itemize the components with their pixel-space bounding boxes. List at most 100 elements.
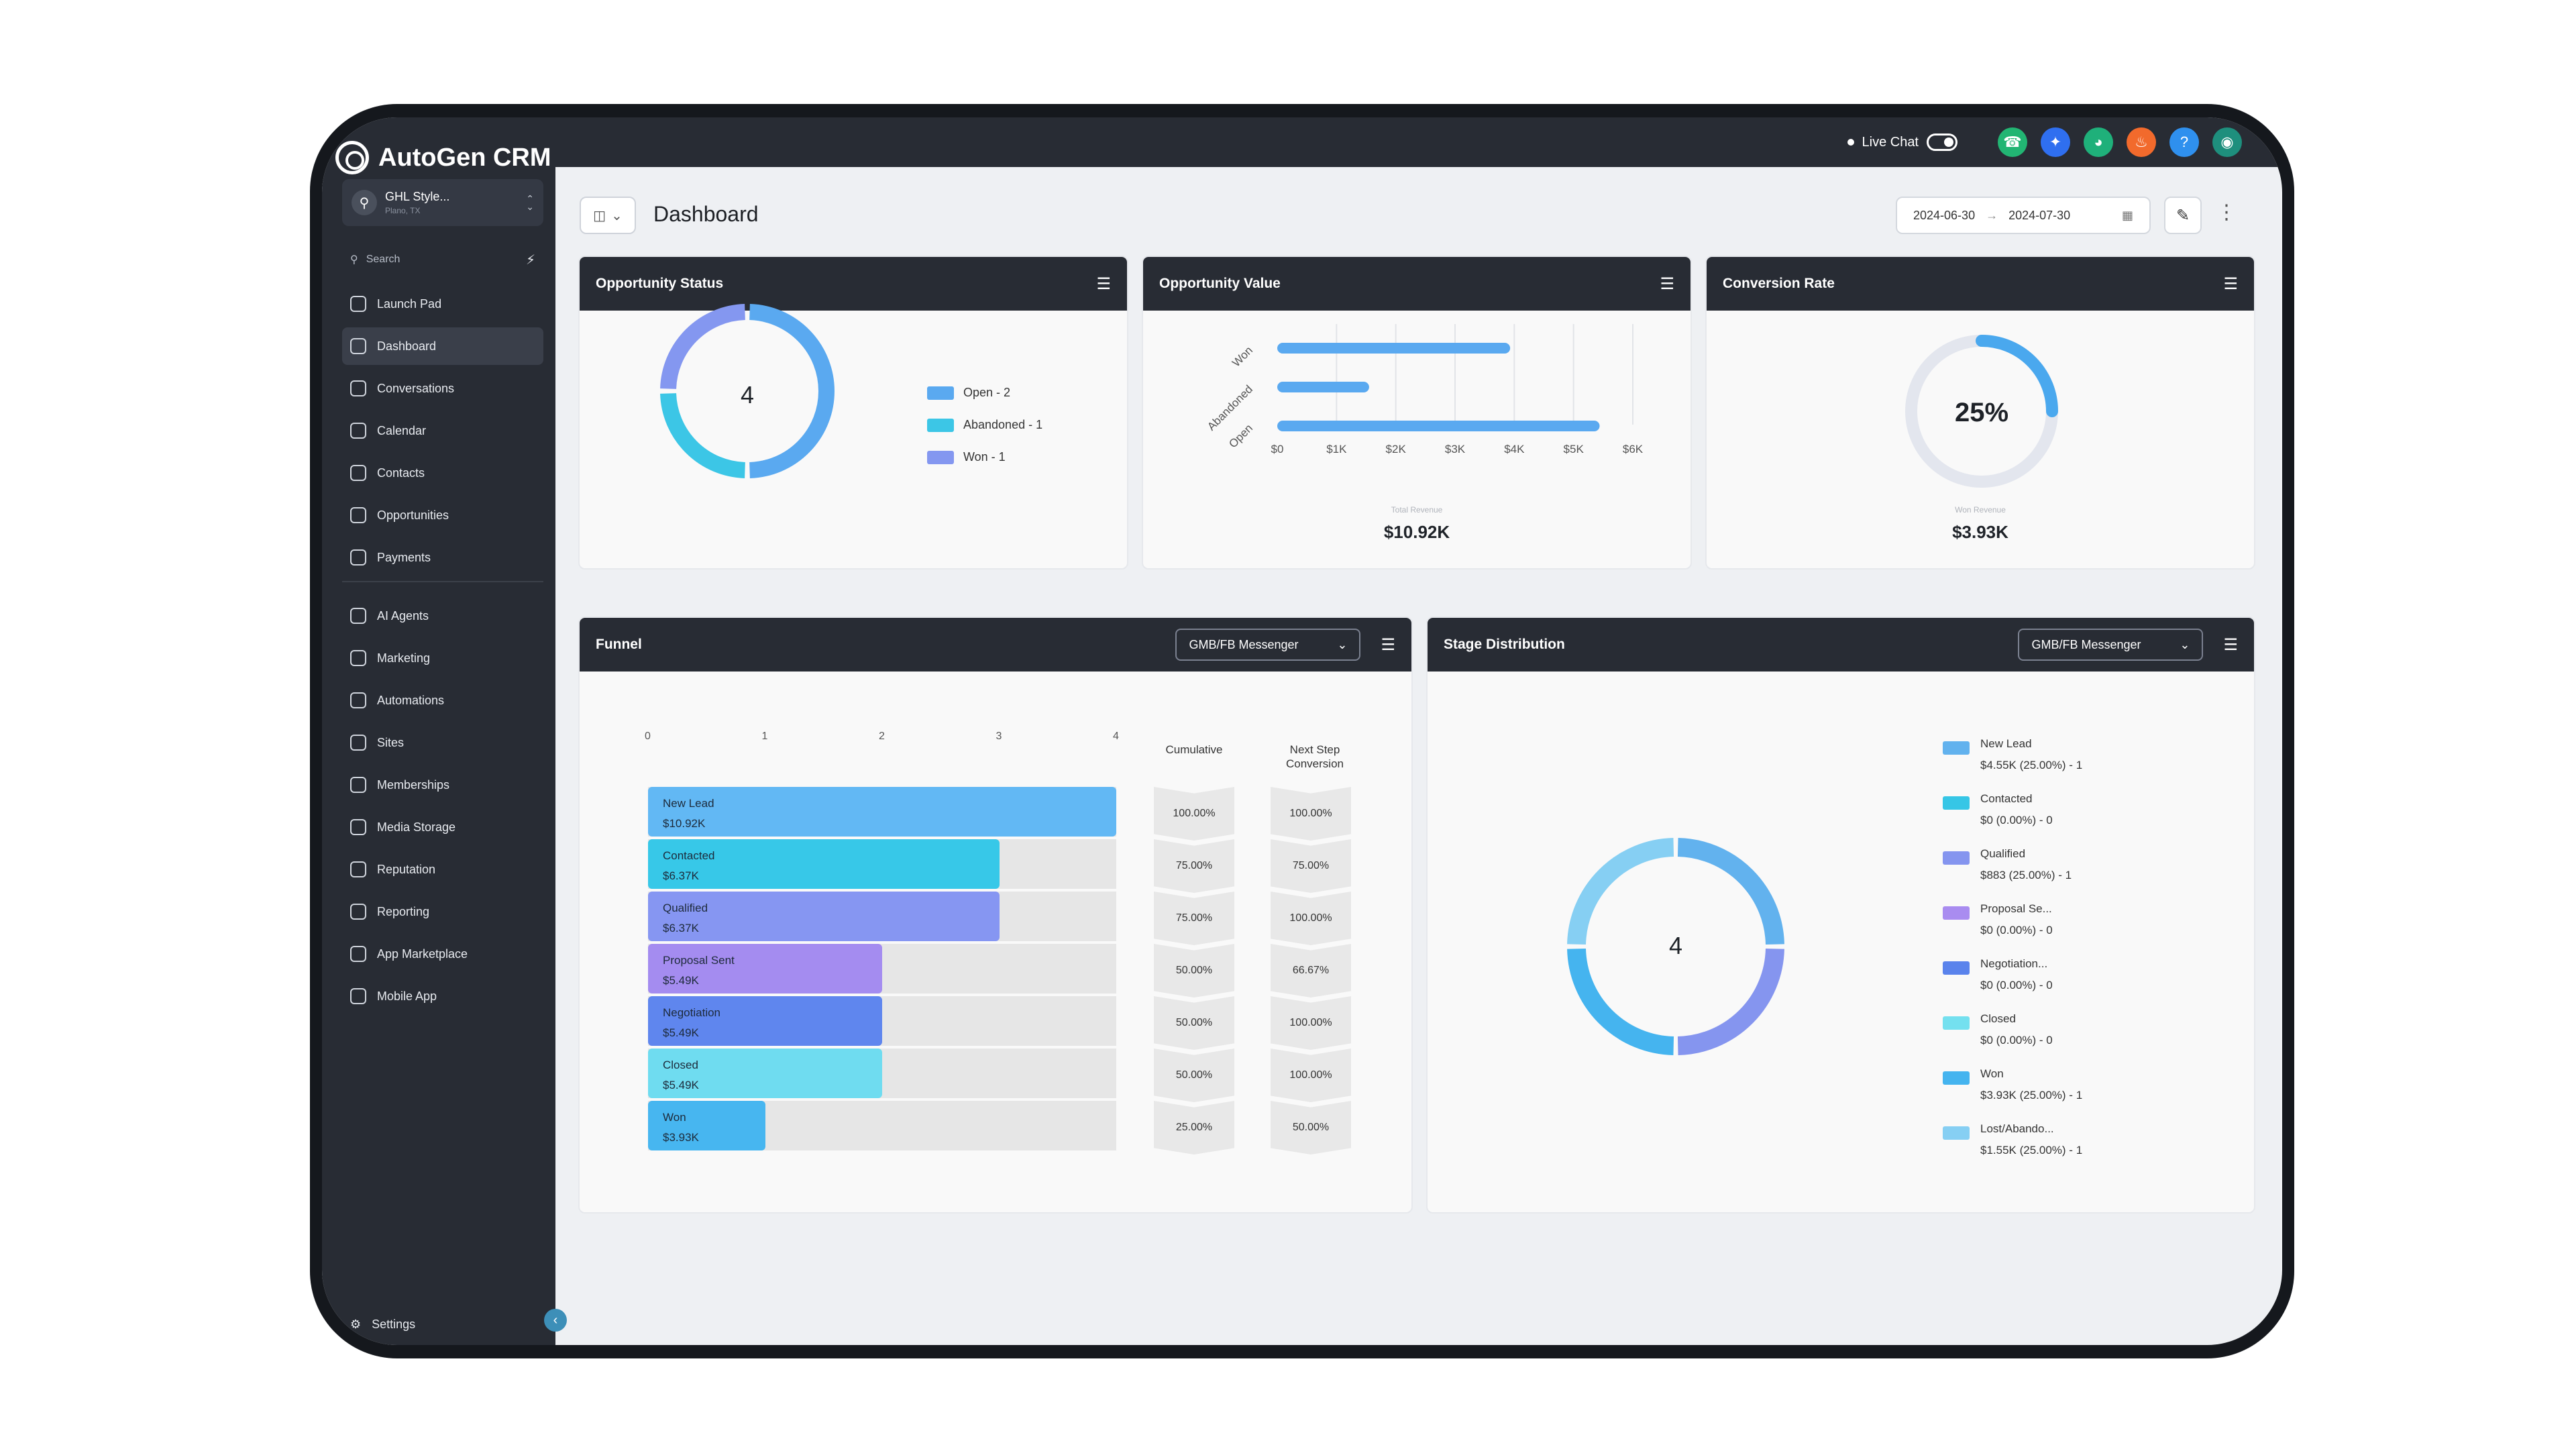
sidebar-item-label: Reporting [377,904,430,918]
status-dot [1847,139,1854,146]
stage-distribution-card: Stage Distribution GMB/FB Messenger ⌄ ☰ … [1426,616,2255,1214]
legend-stage-detail: $0 (0.00%) - 0 [1980,814,2053,826]
bar-abandoned[interactable] [1277,382,1369,392]
legend-item-negotiation[interactable]: Negotiation... $0 (0.00%) - 0 [1943,953,2053,996]
legend-stage-name: Proposal Se... [1980,902,2052,915]
live-chat-toggle[interactable]: Live Chat [1847,133,1957,151]
funnel-bar-closed[interactable]: Closed $5.49K [648,1049,882,1098]
legend-item-proposal-se[interactable]: Proposal Se... $0 (0.00%) - 0 [1943,898,2053,941]
legend-item[interactable]: Won - 1 [927,450,1006,464]
funnel-stage-name: Proposal Sent [663,954,735,967]
layout-switch-button[interactable]: ◫ ⌄ [580,197,636,234]
stage-source-select[interactable]: GMB/FB Messenger ⌄ [2018,629,2204,661]
funnel-source-select[interactable]: GMB/FB Messenger ⌄ [1175,629,1361,661]
legend-item-won[interactable]: Won $3.93K (25.00%) - 1 [1943,1063,2082,1106]
sidebar-item-label: Launch Pad [377,297,442,311]
sidebar-item-dashboard[interactable]: Dashboard [342,327,543,365]
legend-swatch [927,450,954,464]
search-input[interactable]: ⚲ Search ⚡ [342,245,543,274]
sidebar-item-app-marketplace[interactable]: App Marketplace [342,935,543,973]
pencil-icon: ✎ [2176,206,2190,225]
sidebar-item-label: AI Agents [377,608,429,623]
donut-slice-qualified[interactable] [1677,948,1784,1055]
donut-slice-open[interactable] [749,304,835,478]
launch-pad-icon [350,296,366,312]
edit-dashboard-button[interactable]: ✎ [2164,197,2202,234]
sidebar-item-media-storage[interactable]: Media Storage [342,808,543,846]
marketing-icon [350,650,366,666]
legend-item[interactable]: Open - 2 [927,386,1010,400]
megaphone-icon[interactable]: ◕ [2084,127,2113,157]
bell-icon[interactable]: ♨ [2127,127,2156,157]
help-icon[interactable]: ? [2169,127,2199,157]
sidebar-item-calendar[interactable]: Calendar [342,412,543,449]
card-header: Stage Distribution GMB/FB Messenger ⌄ ☰ [1428,618,2254,672]
funnel-stage-value: $6.37K [663,869,699,882]
legend-swatch [1943,796,1970,810]
next-step-cell: 75.00% [1271,839,1351,893]
sidebar-item-opportunities[interactable]: Opportunities [342,496,543,534]
sidebar-item-payments[interactable]: Payments [342,539,543,576]
sidebar-item-ai-agents[interactable]: AI Agents [342,597,543,635]
eye-icon[interactable]: ◉ [2212,127,2242,157]
toggle-switch[interactable] [1927,133,1957,151]
sidebar-item-automations[interactable]: Automations [342,682,543,719]
sidebar-item-memberships[interactable]: Memberships [342,766,543,804]
donut-slice-won[interactable] [1567,948,1674,1055]
sidebar-item-conversations[interactable]: Conversations [342,370,543,407]
sidebar-item-reputation[interactable]: Reputation [342,851,543,888]
magic-wand-icon[interactable]: ✦ [2041,127,2070,157]
legend-label: Open - 2 [963,386,1011,399]
funnel-bar-new-lead[interactable]: New Lead $10.92K [648,787,1116,837]
legend-item-closed[interactable]: Closed $0 (0.00%) - 0 [1943,1008,2053,1051]
account-switcher[interactable]: ⚲ GHL Style... Plano, TX ⌃ ⌄ [342,179,543,226]
filter-sliders-icon[interactable]: ☰ [2223,274,2238,293]
sidebar-item-reporting[interactable]: Reporting [342,893,543,930]
funnel-stage-value: $5.49K [663,1079,699,1091]
legend-stage-name: Lost/Abando... [1980,1122,2054,1135]
reputation-icon [350,861,366,877]
bolt-icon[interactable]: ⚡ [525,252,535,268]
funnel-axis-tick: 4 [1113,731,1119,742]
funnel-bar-won[interactable]: Won $3.93K [648,1101,765,1150]
bar-open[interactable] [1277,421,1600,431]
conversion-rate-card: Conversion Rate ☰ 25% Won Revenue $3.93K [1705,256,2255,570]
sidebar-item-marketing[interactable]: Marketing [342,639,543,677]
phone-icon[interactable]: ☎ [1998,127,2027,157]
funnel-bar-contacted[interactable]: Contacted $6.37K [648,839,1000,889]
legend-item-new-lead[interactable]: New Lead $4.55K (25.00%) - 1 [1943,733,2082,776]
funnel-stage-value: $5.49K [663,1026,699,1039]
sidebar-item-sites[interactable]: Sites [342,724,543,761]
funnel-bar-qualified[interactable]: Qualified $6.37K [648,892,1000,941]
filter-sliders-icon[interactable]: ☰ [1660,274,1674,293]
more-options-button[interactable]: ⋮ [2216,201,2237,224]
legend-item-qualified[interactable]: Qualified $883 (25.00%) - 1 [1943,843,2072,886]
sidebar-item-contacts[interactable]: Contacts [342,454,543,492]
settings-link[interactable]: ⚙ Settings [350,1318,415,1332]
bar-won[interactable] [1277,343,1511,354]
collapse-sidebar-button[interactable]: ‹ [544,1309,567,1332]
date-range-picker[interactable]: 2024-06-30 → 2024-07-30 ▦ [1896,197,2151,234]
donut-slice-new-lead[interactable] [1677,838,1784,945]
donut-slice-lost-abando[interactable] [1567,838,1674,945]
funnel-bar-negotiation[interactable]: Negotiation $5.49K [648,996,882,1046]
filter-sliders-icon[interactable]: ☰ [1381,635,1395,654]
funnel-bar-proposal-sent[interactable]: Proposal Sent $5.49K [648,944,882,994]
legend-swatch [1943,1126,1970,1140]
legend-item-lost-abando[interactable]: Lost/Abando... $1.55K (25.00%) - 1 [1943,1118,2082,1161]
donut-slice-won[interactable] [660,304,746,390]
cumulative-header: Cumulative [1165,743,1223,756]
brand-name: AutoGen CRM [378,143,551,172]
sidebar-item-mobile-app[interactable]: Mobile App [342,977,543,1015]
donut-slice-abandoned[interactable] [660,392,746,478]
filter-sliders-icon[interactable]: ☰ [1096,274,1111,293]
payments-icon [350,549,366,566]
media-storage-icon [350,819,366,835]
legend-stage-name: Closed [1980,1012,2016,1025]
legend-item[interactable]: Abandoned - 1 [927,418,1042,432]
legend-swatch [1943,961,1970,975]
reporting-icon [350,904,366,920]
sidebar-item-launch-pad[interactable]: Launch Pad [342,285,543,323]
legend-item-contacted[interactable]: Contacted $0 (0.00%) - 0 [1943,788,2053,831]
filter-sliders-icon[interactable]: ☰ [2223,635,2238,654]
